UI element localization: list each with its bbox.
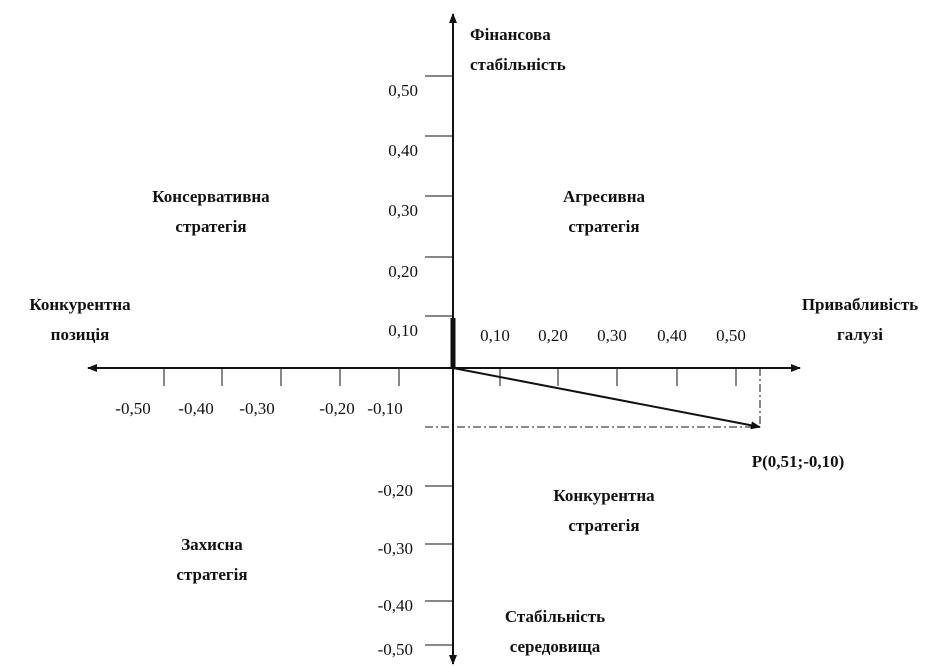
label: позиція bbox=[51, 325, 110, 344]
label: Консервативна bbox=[152, 187, 270, 206]
label: стратегія bbox=[568, 516, 639, 535]
labels: Фінансова стабільність Стабільність середов… bbox=[29, 25, 918, 659]
label: галузі bbox=[837, 325, 883, 344]
label: 0,50 bbox=[716, 326, 746, 345]
label: -0,30 bbox=[378, 539, 413, 558]
label: -0,20 bbox=[319, 399, 354, 418]
label: Агресивна bbox=[563, 187, 646, 206]
label: Привабливість bbox=[802, 295, 918, 314]
label: Конкурентна bbox=[29, 295, 131, 314]
label: -0,50 bbox=[378, 640, 413, 659]
label: стратегія bbox=[568, 217, 639, 236]
label: стратегія bbox=[176, 565, 247, 584]
label: Захисна bbox=[181, 535, 243, 554]
label: -0,40 bbox=[178, 399, 213, 418]
label: 0,50 bbox=[388, 81, 418, 100]
label: 0,10 bbox=[388, 321, 418, 340]
label: 0,40 bbox=[657, 326, 687, 345]
label: 0,20 bbox=[538, 326, 568, 345]
label: -0,50 bbox=[115, 399, 150, 418]
strategy-vector bbox=[452, 367, 761, 430]
label: середовища bbox=[510, 637, 601, 656]
label: P(0,51;-0,10) bbox=[752, 452, 845, 471]
label: Конкурентна bbox=[553, 486, 655, 505]
label: 0,10 bbox=[480, 326, 510, 345]
label: 0,30 bbox=[388, 201, 418, 220]
label: -0,30 bbox=[239, 399, 274, 418]
label: стабільність bbox=[470, 55, 566, 74]
label: 0,20 bbox=[388, 262, 418, 281]
label: 0,40 bbox=[388, 141, 418, 160]
label: стратегія bbox=[175, 217, 246, 236]
label: Стабільність bbox=[505, 607, 605, 626]
label: -0,40 bbox=[378, 596, 413, 615]
label: Фінансова bbox=[470, 25, 551, 44]
label: -0,10 bbox=[367, 399, 402, 418]
label: 0,30 bbox=[597, 326, 627, 345]
label: -0,20 bbox=[378, 481, 413, 500]
